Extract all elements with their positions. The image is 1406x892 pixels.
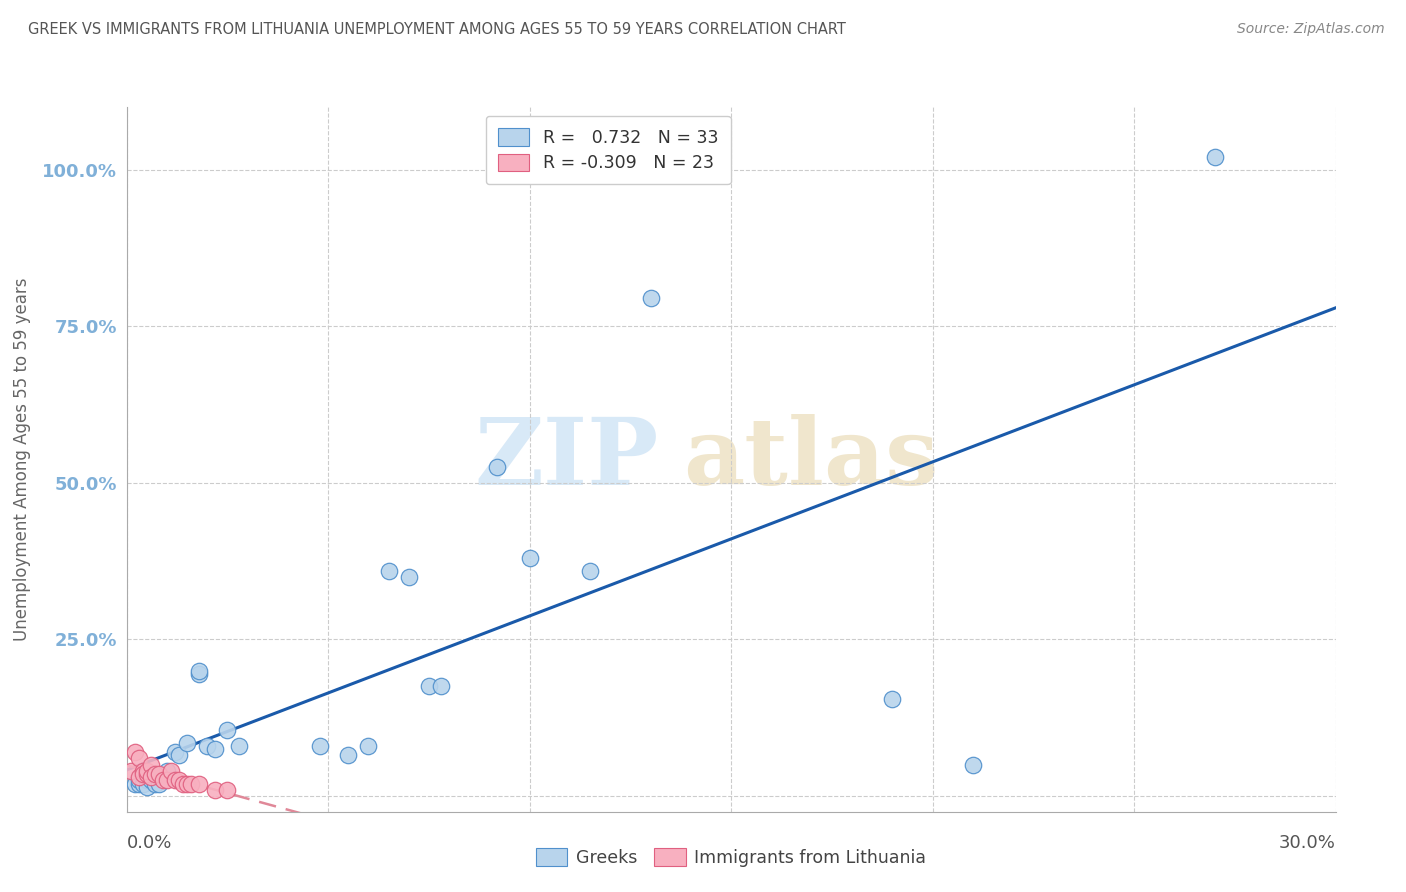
Point [131, 776, 153, 790]
Point [124, 776, 146, 790]
Point [217, 782, 239, 797]
Point [176, 776, 198, 790]
Text: GREEK VS IMMIGRANTS FROM LITHUANIA UNEMPLOYMENT AMONG AGES 55 TO 59 YEARS CORREL: GREEK VS IMMIGRANTS FROM LITHUANIA UNEMP… [28, 22, 846, 37]
Point [163, 773, 186, 788]
Point [128, 770, 150, 784]
Point [135, 767, 157, 781]
Point [143, 767, 166, 781]
Point [128, 776, 150, 790]
Text: 0.0%: 0.0% [127, 834, 172, 852]
Point [167, 748, 190, 763]
Point [131, 767, 153, 781]
Point [156, 773, 179, 788]
Point [135, 764, 157, 778]
Point [204, 742, 226, 756]
Point [167, 773, 190, 788]
Point [398, 570, 420, 584]
Point [430, 680, 453, 694]
Point [128, 751, 150, 765]
Point [962, 757, 984, 772]
Point [180, 776, 202, 790]
Point [176, 736, 198, 750]
Point [139, 773, 162, 788]
Y-axis label: Unemployment Among Ages 55 to 59 years: Unemployment Among Ages 55 to 59 years [13, 277, 31, 641]
Point [160, 764, 183, 778]
Point [128, 773, 150, 788]
Point [135, 780, 157, 794]
Text: atlas: atlas [683, 415, 938, 504]
Point [579, 564, 602, 578]
Point [519, 551, 541, 566]
Point [163, 745, 186, 759]
Legend: Greeks, Immigrants from Lithuania: Greeks, Immigrants from Lithuania [529, 841, 934, 873]
Point [120, 764, 142, 778]
Point [135, 773, 157, 788]
Point [228, 739, 250, 753]
Point [188, 776, 211, 790]
Point [418, 680, 440, 694]
Point [195, 739, 218, 753]
Point [139, 757, 162, 772]
Point [337, 748, 360, 763]
Point [148, 776, 170, 790]
Point [357, 739, 380, 753]
Point [131, 764, 153, 778]
Text: Source: ZipAtlas.com: Source: ZipAtlas.com [1237, 22, 1385, 37]
Point [882, 692, 904, 706]
Point [188, 667, 211, 681]
Point [204, 782, 226, 797]
Point [640, 291, 662, 305]
Point [124, 745, 146, 759]
Point [156, 764, 179, 778]
Point [217, 723, 239, 738]
Point [172, 776, 194, 790]
Point [188, 664, 211, 678]
Point [309, 739, 332, 753]
Point [148, 767, 170, 781]
Text: 30.0%: 30.0% [1279, 834, 1336, 852]
Point [486, 460, 509, 475]
Text: ZIP: ZIP [474, 415, 658, 504]
Point [139, 770, 162, 784]
Point [377, 564, 399, 578]
Point [143, 776, 166, 790]
Point [152, 773, 174, 788]
Point [1204, 150, 1226, 164]
